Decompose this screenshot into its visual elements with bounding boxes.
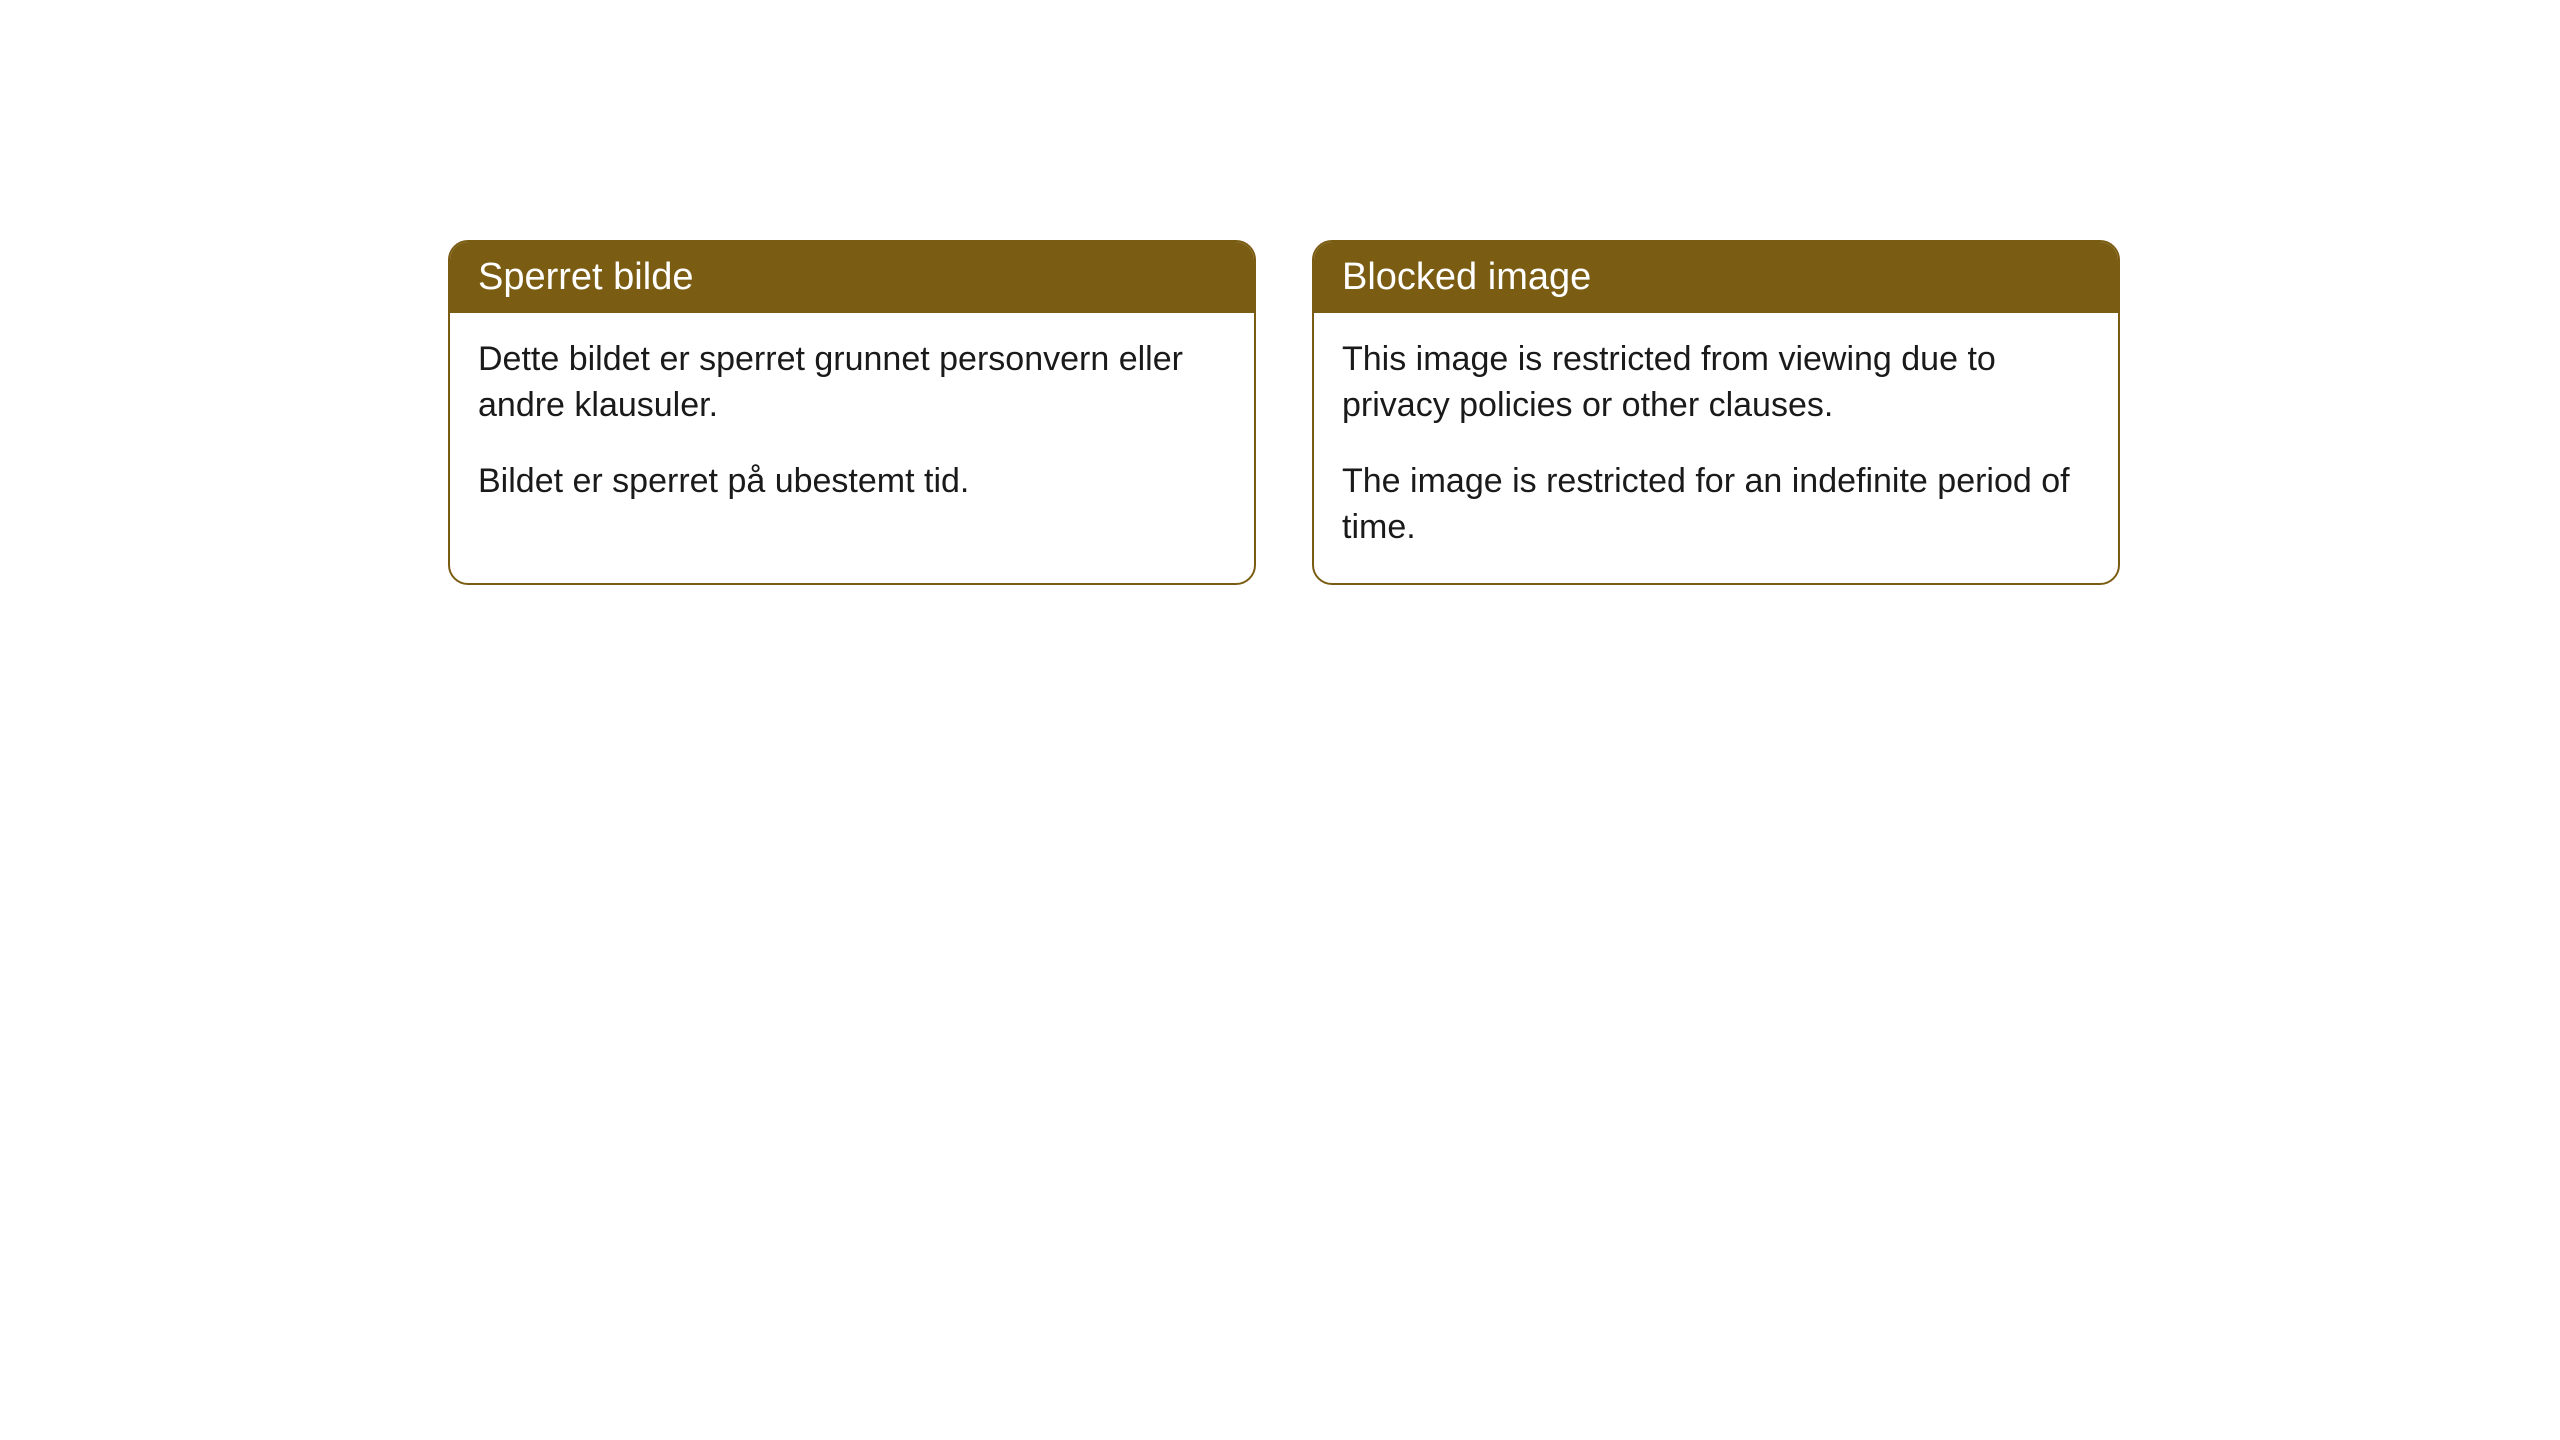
card-body: Dette bildet er sperret grunnet personve… bbox=[450, 313, 1254, 537]
cards-container: Sperret bilde Dette bildet er sperret gr… bbox=[448, 240, 2560, 585]
card-body: This image is restricted from viewing du… bbox=[1314, 313, 2118, 583]
card-paragraph: Bildet er sperret på ubestemt tid. bbox=[478, 459, 1226, 505]
card-title: Blocked image bbox=[1342, 256, 1591, 298]
card-header: Sperret bilde bbox=[450, 242, 1254, 313]
card-paragraph: This image is restricted from viewing du… bbox=[1342, 337, 2090, 429]
card-title: Sperret bilde bbox=[478, 256, 693, 298]
card-norwegian: Sperret bilde Dette bildet er sperret gr… bbox=[448, 240, 1256, 585]
card-paragraph: The image is restricted for an indefinit… bbox=[1342, 459, 2090, 551]
card-paragraph: Dette bildet er sperret grunnet personve… bbox=[478, 337, 1226, 429]
card-header: Blocked image bbox=[1314, 242, 2118, 313]
card-english: Blocked image This image is restricted f… bbox=[1312, 240, 2120, 585]
